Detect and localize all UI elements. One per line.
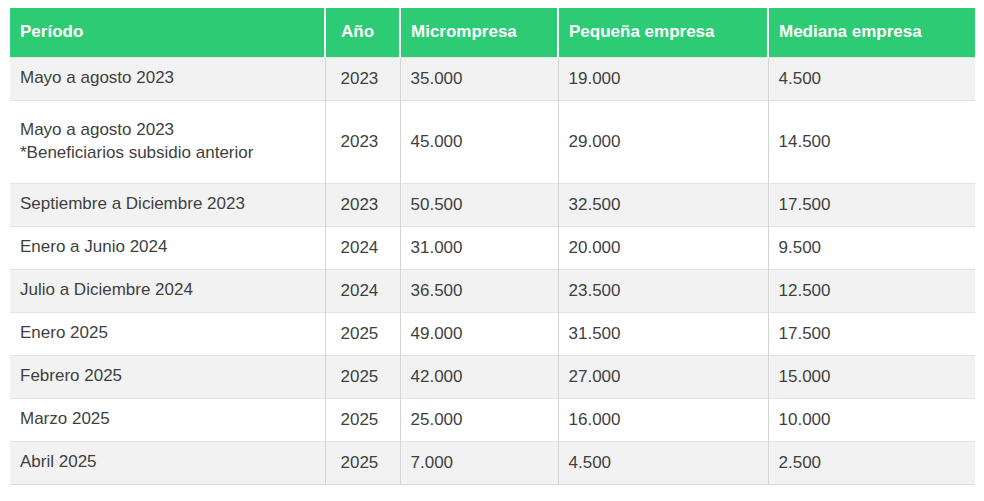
cell-pequena: 16.000 xyxy=(558,398,768,441)
table-row: Julio a Diciembre 2024 2024 36.500 23.50… xyxy=(10,269,975,312)
cell-micrompresa: 36.500 xyxy=(400,269,558,312)
table-body: Mayo a agosto 2023 2023 35.000 19.000 4.… xyxy=(10,57,975,484)
cell-micrompresa: 25.000 xyxy=(400,398,558,441)
cell-mediana: 12.500 xyxy=(768,269,975,312)
cell-mediana: 9.500 xyxy=(768,226,975,269)
cell-ano: 2024 xyxy=(325,226,400,269)
cell-mediana: 17.500 xyxy=(768,312,975,355)
cell-ano: 2023 xyxy=(325,57,400,100)
table-row: Enero a Junio 2024 2024 31.000 20.000 9.… xyxy=(10,226,975,269)
cell-mediana: 14.500 xyxy=(768,100,975,183)
cell-periodo: Septiembre a Diciembre 2023 xyxy=(10,183,325,226)
cell-pequena: 31.500 xyxy=(558,312,768,355)
table-row: Mayo a agosto 2023 *Beneficiarios subsid… xyxy=(10,100,975,183)
cell-pequena: 29.000 xyxy=(558,100,768,183)
cell-pequena: 32.500 xyxy=(558,183,768,226)
cell-periodo: Abril 2025 xyxy=(10,441,325,484)
cell-mediana: 17.500 xyxy=(768,183,975,226)
header-micrompresa: Micrompresa xyxy=(400,8,558,57)
table-row: Febrero 2025 2025 42.000 27.000 15.000 xyxy=(10,355,975,398)
cell-ano: 2025 xyxy=(325,355,400,398)
cell-mediana: 15.000 xyxy=(768,355,975,398)
cell-mediana: 4.500 xyxy=(768,57,975,100)
table-row: Mayo a agosto 2023 2023 35.000 19.000 4.… xyxy=(10,57,975,100)
cell-mediana: 10.000 xyxy=(768,398,975,441)
cell-pequena: 27.000 xyxy=(558,355,768,398)
cell-pequena: 19.000 xyxy=(558,57,768,100)
subsidy-table: Período Año Micrompresa Pequeña empresa … xyxy=(10,8,975,485)
cell-periodo: Enero 2025 xyxy=(10,312,325,355)
cell-micrompresa: 50.500 xyxy=(400,183,558,226)
table-row: Enero 2025 2025 49.000 31.500 17.500 xyxy=(10,312,975,355)
cell-micrompresa: 31.000 xyxy=(400,226,558,269)
header-pequena-empresa: Pequeña empresa xyxy=(558,8,768,57)
cell-pequena: 4.500 xyxy=(558,441,768,484)
cell-micrompresa: 45.000 xyxy=(400,100,558,183)
cell-periodo: Enero a Junio 2024 xyxy=(10,226,325,269)
cell-micrompresa: 35.000 xyxy=(400,57,558,100)
header-row: Período Año Micrompresa Pequeña empresa … xyxy=(10,8,975,57)
cell-ano: 2025 xyxy=(325,441,400,484)
cell-periodo: Julio a Diciembre 2024 xyxy=(10,269,325,312)
cell-periodo: Febrero 2025 xyxy=(10,355,325,398)
cell-mediana: 2.500 xyxy=(768,441,975,484)
header-periodo: Período xyxy=(10,8,325,57)
table-row: Septiembre a Diciembre 2023 2023 50.500 … xyxy=(10,183,975,226)
header-mediana-empresa: Mediana empresa xyxy=(768,8,975,57)
table-container: Período Año Micrompresa Pequeña empresa … xyxy=(10,8,975,485)
cell-micrompresa: 7.000 xyxy=(400,441,558,484)
cell-periodo: Mayo a agosto 2023 *Beneficiarios subsid… xyxy=(10,100,325,183)
cell-micrompresa: 49.000 xyxy=(400,312,558,355)
cell-pequena: 23.500 xyxy=(558,269,768,312)
cell-periodo: Marzo 2025 xyxy=(10,398,325,441)
cell-periodo: Mayo a agosto 2023 xyxy=(10,57,325,100)
table-row: Abril 2025 2025 7.000 4.500 2.500 xyxy=(10,441,975,484)
header-ano: Año xyxy=(325,8,400,57)
cell-pequena: 20.000 xyxy=(558,226,768,269)
cell-ano: 2025 xyxy=(325,398,400,441)
cell-ano: 2023 xyxy=(325,100,400,183)
table-row: Marzo 2025 2025 25.000 16.000 10.000 xyxy=(10,398,975,441)
table-header: Período Año Micrompresa Pequeña empresa … xyxy=(10,8,975,57)
cell-ano: 2024 xyxy=(325,269,400,312)
cell-micrompresa: 42.000 xyxy=(400,355,558,398)
cell-ano: 2025 xyxy=(325,312,400,355)
cell-ano: 2023 xyxy=(325,183,400,226)
